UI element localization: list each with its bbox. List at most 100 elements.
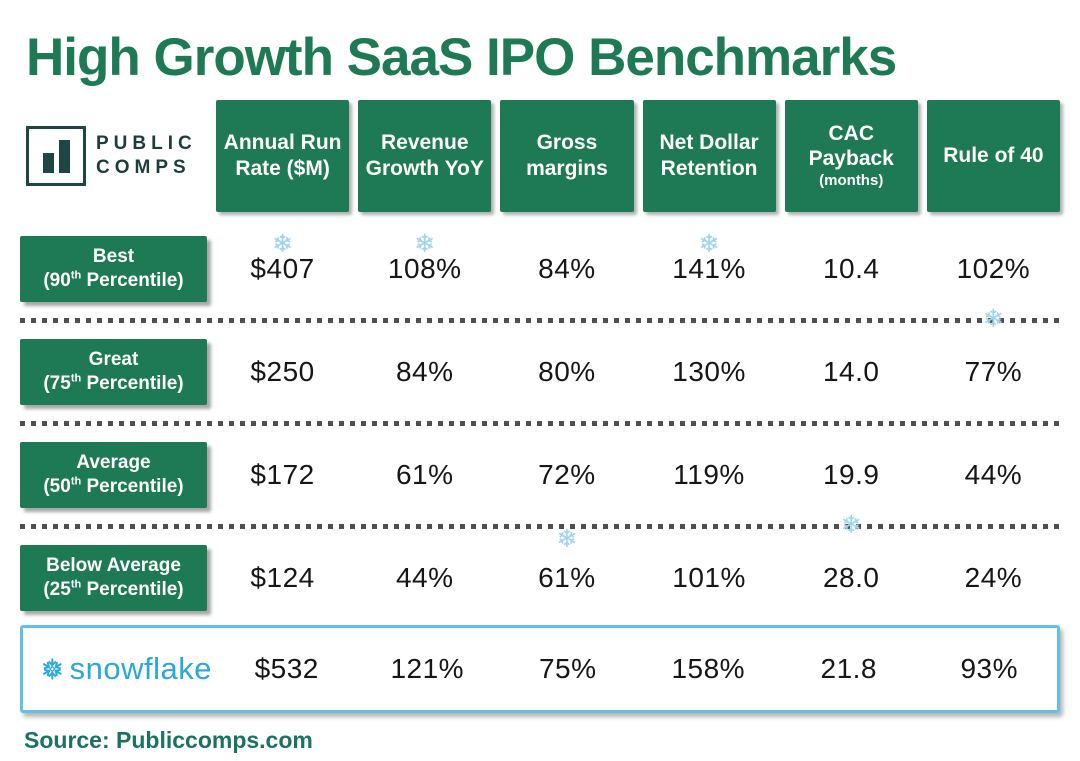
table-cell: 121% — [362, 628, 494, 710]
row-label-post: Percentile) — [81, 269, 184, 291]
row-label-pre: (75 — [43, 372, 71, 394]
cell-value: 108% — [387, 252, 462, 284]
snowflake-logo: snowflake — [25, 628, 212, 710]
row-label-post: Percentile) — [81, 475, 184, 497]
table-cell: 77% — [927, 339, 1060, 405]
table-cell: 84% — [358, 339, 491, 405]
table-cell: ❄ 108% — [358, 231, 491, 302]
column-header-label: Annual Run Rate ($M) — [223, 131, 342, 180]
row-label-post: Percentile) — [81, 578, 184, 600]
cell-value: 84% — [538, 252, 596, 284]
cell-value: $407 — [250, 252, 315, 284]
divider-cell — [500, 421, 633, 426]
cell-value: $124 — [250, 561, 315, 593]
row-label-sup: th — [70, 269, 82, 282]
row-label-below-average: Below Average (25th Percentile) — [20, 544, 207, 611]
source-attribution: Source: Publiccomps.com — [24, 726, 313, 753]
row-label-line2: (25th Percentile) — [43, 578, 183, 602]
divider-cell — [785, 421, 918, 426]
row-label-line1: Best — [92, 245, 135, 267]
cell-value: $532 — [254, 652, 319, 684]
divider-cell: ❄ — [927, 306, 1060, 331]
row-label-line2: (90th Percentile) — [43, 269, 183, 293]
table-row-great: Great (75th Percentile) $250 84% 80% 130… — [20, 338, 1060, 405]
table-cell: 119% — [643, 442, 776, 508]
table-cell: 44% — [927, 442, 1060, 508]
bar-chart-icon-bar-tall — [58, 139, 70, 173]
cell-value: 141% — [672, 252, 746, 284]
cell-value: 61% — [538, 561, 596, 593]
column-header-revenue-growth: Revenue Growth YoY — [358, 99, 492, 212]
cell-value: 28.0 — [822, 561, 880, 593]
cell-value: 61% — [395, 458, 454, 490]
cell-value: $172 — [250, 458, 315, 490]
table-cell: 61% — [358, 442, 491, 508]
row-label-pre: (25 — [43, 578, 71, 600]
snowflake-marker-icon: ❄ — [556, 524, 578, 553]
table-cell: $250 — [216, 339, 349, 405]
bar-chart-icon-bar-short — [42, 152, 54, 173]
dotted-divider: ❄ — [20, 512, 1060, 537]
divider-cell — [358, 524, 491, 529]
divider-cell — [500, 318, 633, 323]
table-cell: 101% — [643, 545, 776, 611]
divider-cell — [20, 318, 207, 323]
row-label-line1: Below Average — [46, 554, 181, 576]
row-label-sup: th — [70, 475, 82, 488]
row-label-line2: (50th Percentile) — [43, 475, 183, 499]
row-label-post: Percentile) — [81, 372, 184, 394]
divider-cell — [643, 421, 776, 426]
table-cell: 158% — [643, 628, 775, 710]
table-row-below-average: Below Average (25th Percentile) $124 44%… — [20, 526, 1060, 611]
column-header-sublabel: (months) — [819, 172, 884, 190]
divider-cell — [500, 524, 633, 529]
table-cell: 10.4 — [785, 236, 918, 302]
row-label-pre: (90 — [43, 269, 71, 291]
publiccomps-wordmark: PUBLIC COMPS — [96, 132, 197, 180]
cell-value: 44% — [964, 458, 1023, 490]
table-row-snowflake: snowflake $532 121% 75% 158% 21.8 93% — [25, 628, 1055, 710]
table-header-row: PUBLIC COMPS Annual Run Rate ($M) Revenu… — [20, 99, 1060, 212]
table-cell: 130% — [643, 339, 776, 405]
table-cell: 24% — [927, 545, 1060, 611]
cell-value: 14.0 — [822, 355, 880, 387]
column-header-cac-payback: CAC Payback (months) — [784, 99, 918, 212]
page-title: High Growth SaaS IPO Benchmarks — [26, 28, 897, 87]
publiccomps-wordmark-line2: COMPS — [96, 156, 191, 178]
column-header-gross-margins: Gross margins — [500, 99, 634, 212]
column-header-label: Revenue Growth YoY — [365, 131, 484, 180]
dotted-divider — [20, 420, 1060, 426]
cell-value: 75% — [538, 652, 597, 684]
divider-cell — [643, 524, 776, 529]
table-cell: 19.9 — [785, 442, 918, 508]
divider-cell — [358, 421, 491, 426]
cell-value: 93% — [960, 652, 1019, 684]
snowflake-marker-icon: ❄ — [840, 510, 862, 539]
cell-value: 102% — [956, 252, 1031, 284]
table-cell: 84% — [500, 236, 633, 302]
cell-value: $250 — [250, 355, 315, 387]
row-label-great: Great (75th Percentile) — [20, 338, 207, 405]
table-cell: ❄ 61% — [500, 526, 633, 611]
table-cell: $532 — [221, 628, 353, 710]
table-cell: 72% — [500, 442, 633, 508]
cell-value: 101% — [672, 561, 746, 593]
table-cell: 80% — [500, 339, 633, 405]
row-label-line1: Great — [88, 348, 139, 370]
column-header-label: Net Dollar Retention — [659, 131, 759, 180]
divider-cell: ❄ — [785, 512, 918, 537]
cell-value: 72% — [538, 458, 596, 490]
row-label-best: Best (90th Percentile) — [20, 235, 207, 302]
divider-cell — [927, 421, 1060, 426]
table-cell: 75% — [502, 628, 634, 710]
table-cell: 28.0 — [785, 545, 918, 611]
divider-cell — [358, 318, 491, 323]
table-cell: 14.0 — [785, 339, 918, 405]
table-cell: 21.8 — [783, 628, 915, 710]
snowflake-logo-icon — [43, 658, 62, 680]
table-cell: $172 — [216, 442, 349, 508]
snowflake-row-highlight-box: snowflake $532 121% 75% 158% 21.8 93% — [20, 624, 1060, 713]
column-header-rule-of-40: Rule of 40 — [926, 99, 1060, 212]
cell-value: 21.8 — [820, 652, 877, 684]
